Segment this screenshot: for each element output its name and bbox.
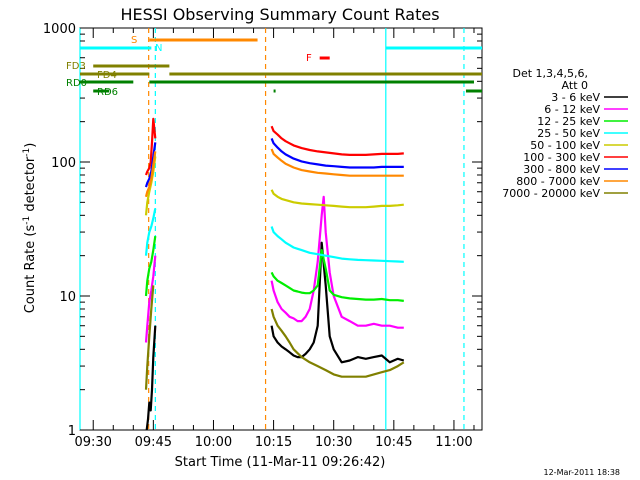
y-axis-label-sup1: -1 — [22, 216, 32, 225]
y-axis-label-sup2: -1 — [22, 148, 32, 157]
series-line-2-seg-2 — [270, 195, 404, 329]
y-tick-label: 10 — [59, 290, 76, 305]
flag-label-fd3: FD3 — [66, 61, 86, 72]
legend-label: 100 - 300 keV — [523, 151, 600, 164]
x-tick-label: 10:15 — [255, 435, 292, 450]
footer-date: 12-Mar-2011 18:38 — [544, 468, 621, 477]
x-tick-label: 10:00 — [195, 435, 232, 450]
series-line-3-seg-1 — [144, 235, 157, 297]
y-tick-label: 100 — [51, 156, 76, 171]
flag-label-fd4: FD4 — [97, 70, 117, 81]
legend-label: 3 - 6 keV — [551, 91, 600, 104]
legend-label: 50 - 100 keV — [530, 139, 600, 152]
series-line-6-seg-2 — [270, 125, 404, 156]
series-line-6-seg-1 — [144, 117, 157, 176]
x-tick-label: 09:30 — [74, 435, 111, 450]
series-line-4-seg-1 — [144, 208, 157, 256]
flag-label-f: F — [306, 53, 312, 64]
flag-label-s: S — [131, 35, 137, 46]
series-line-4-seg-2 — [270, 226, 404, 263]
y-tick-label: 1000 — [43, 22, 76, 37]
series-line-8-seg-1 — [144, 151, 157, 198]
legend-header: Att 0 — [562, 79, 588, 92]
y-axis-label-part1: Count Rate (s — [23, 225, 38, 314]
plot-area: 1 10 100 1000 09:30 09:45 10:00 10:15 10:30 10:45… — [43, 22, 483, 450]
y-tick-label: 1 — [68, 424, 76, 439]
legend-label: 800 - 7000 keV — [516, 175, 600, 188]
flag-label-rd6: RD6 — [97, 87, 118, 98]
series-line-8-seg-2 — [270, 148, 404, 177]
x-tick-label: 10:30 — [315, 435, 352, 450]
y-axis-label-part2: detector — [23, 156, 38, 216]
svg-text:Count Rate (s-1 detector-1): Count Rate (s-1 detector-1) — [22, 143, 38, 314]
series-line-1-seg-1 — [145, 325, 157, 431]
legend-label: 7000 - 20000 keV — [502, 187, 600, 200]
flag-label-n: N — [155, 43, 162, 54]
x-tick-label: 10:45 — [375, 435, 412, 450]
x-tick-label: 11:00 — [435, 435, 472, 450]
series-line-2-seg-1 — [144, 255, 157, 343]
legend-label: 300 - 800 keV — [523, 163, 600, 176]
flag-label-rd0: RD0 — [66, 78, 87, 89]
series-line-9-seg-2 — [270, 308, 405, 378]
x-tick-label: 09:45 — [135, 435, 172, 450]
y-axis-label: Count Rate (s-1 detector-1) — [22, 143, 38, 314]
series-line-7-seg-2 — [270, 137, 404, 169]
y-axis-label-part3: ) — [23, 143, 38, 148]
series-line-1-seg-2 — [270, 241, 405, 364]
series-line-3-seg-2 — [270, 249, 404, 302]
legend-label: 25 - 50 keV — [537, 127, 600, 140]
legend-label: 6 - 12 keV — [544, 103, 600, 116]
series-line-7-seg-1 — [144, 142, 157, 188]
series-line-9-seg-1 — [144, 285, 155, 390]
chart-title: HESSI Observing Summary Count Rates — [120, 5, 439, 24]
legend-header: Det 1,3,4,5,6, — [512, 67, 588, 80]
series-line-5-seg-2 — [270, 189, 404, 209]
x-axis-label: Start Time (11-Mar-11 09:26:42) — [175, 455, 386, 470]
legend-label: 12 - 25 keV — [537, 115, 600, 128]
